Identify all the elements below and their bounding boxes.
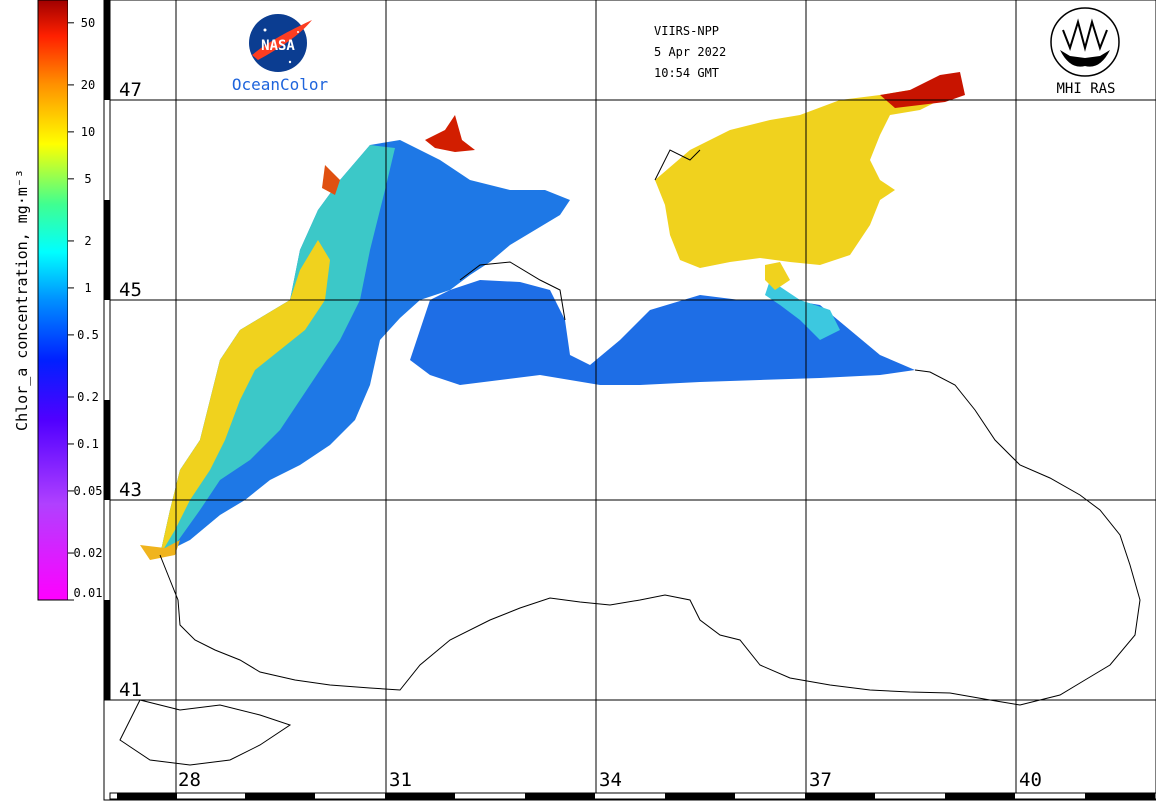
colorbar-tick-label: 0.01 xyxy=(74,586,103,600)
lon-label-34: 34 xyxy=(599,769,622,791)
scale-bar-left-1 xyxy=(104,0,110,100)
chl-high-dnieper xyxy=(425,115,475,152)
chl-high-taganrog xyxy=(880,72,965,108)
coastline-azov xyxy=(654,149,701,181)
colorbar-tick-label: 50 xyxy=(81,16,95,30)
scale-bar-bottom-3 xyxy=(385,793,455,799)
coastline-bosporus xyxy=(119,699,292,766)
chl-low-west xyxy=(160,140,570,555)
scale-bar-left-4 xyxy=(104,600,110,700)
nasa-logo-text: NASA xyxy=(261,38,295,54)
colorbar-tick-label: 2 xyxy=(84,234,91,248)
chlorophyll-field xyxy=(140,72,965,560)
scale-bar-bottom-5 xyxy=(665,793,735,799)
chl-medium-west-coast xyxy=(160,240,330,555)
lat-label-41: 41 xyxy=(119,679,142,701)
colorbar-tick-label: 0.5 xyxy=(77,328,99,342)
lon-label-37: 37 xyxy=(809,769,832,791)
coastline-crimea xyxy=(459,261,566,321)
chl-high-danube xyxy=(322,165,340,195)
graticule xyxy=(110,0,1156,793)
chl-medium-kerch-strait xyxy=(765,262,790,290)
colorbar-gradient xyxy=(37,0,69,601)
colorbar-tick-label: 0.1 xyxy=(77,437,99,451)
colorbar-tick-label: 10 xyxy=(81,125,95,139)
scale-bar-bottom-4 xyxy=(525,793,595,799)
scale-bar-left-3 xyxy=(104,400,110,500)
lon-label-40: 40 xyxy=(1019,769,1042,791)
sensor-label: VIIRS-NPP xyxy=(654,24,719,38)
coastline xyxy=(119,149,1141,766)
colorbar-title: Chlor_a concentration, mg·m⁻³ xyxy=(13,169,31,431)
colorbar-tick-label: 20 xyxy=(81,78,95,92)
header: VIIRS-NPP 5 Apr 2022 10:54 GMT xyxy=(654,24,726,80)
scale-bar-left-2 xyxy=(104,200,110,300)
date-label: 5 Apr 2022 xyxy=(654,45,726,59)
scale-bar-bottom-7 xyxy=(945,793,1015,799)
nasa-swoosh-icon xyxy=(252,20,312,60)
mhi-ras-logo: MHI RAS xyxy=(1050,7,1120,97)
longitude-labels: 28 31 34 37 40 xyxy=(178,769,1042,791)
chl-low-central xyxy=(410,280,915,385)
colorbar-tick-label: 0.05 xyxy=(74,484,103,498)
colorbar-tick-label: 1 xyxy=(84,281,91,295)
chl-medium-bulgaria xyxy=(140,540,180,560)
lat-label-45: 45 xyxy=(119,279,142,301)
mhi-ras-label: MHI RAS xyxy=(1056,81,1115,97)
chl-moderate-kerch xyxy=(765,280,840,340)
lat-label-43: 43 xyxy=(119,479,142,501)
oceancolor-label: OceanColor xyxy=(232,75,329,94)
colorbar-tick-label: 0.2 xyxy=(77,390,99,404)
coastline-black-sea xyxy=(159,369,1141,706)
map-frame xyxy=(103,0,1156,801)
colorbar: 50 20 10 5 2 1 0.5 0.2 0.1 0.05 0.02 0.01 Chlor_a c… xyxy=(13,0,104,601)
time-label: 10:54 GMT xyxy=(654,66,719,80)
chl-medium-azov xyxy=(655,80,950,268)
nasa-logo: NASA OceanColor xyxy=(232,14,329,94)
latitude-labels: 47 45 43 41 xyxy=(119,79,142,701)
scale-bar-bottom-6 xyxy=(805,793,875,799)
colorbar-label-strip xyxy=(68,0,104,600)
lon-label-28: 28 xyxy=(178,769,201,791)
colorbar-tick-label: 0.02 xyxy=(74,546,103,560)
colorbar-tick-label: 5 xyxy=(84,172,91,186)
scale-bar-bottom-1 xyxy=(117,793,177,799)
lat-label-47: 47 xyxy=(119,79,142,101)
scale-bar-bottom-8 xyxy=(1085,793,1155,799)
lon-label-31: 31 xyxy=(389,769,412,791)
scale-bar-bottom-2 xyxy=(245,793,315,799)
